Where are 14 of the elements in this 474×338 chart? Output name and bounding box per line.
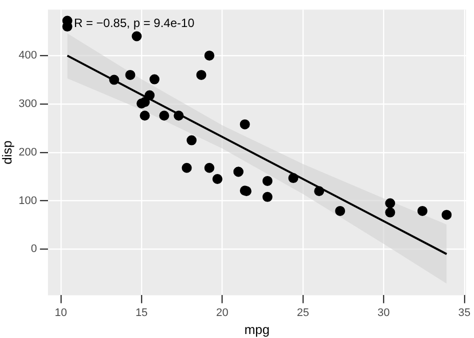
y-axis-title: disp xyxy=(0,140,14,164)
x-tick-label: 35 xyxy=(458,306,471,319)
y-tick-label: 0 xyxy=(30,243,37,256)
y-tick-label: 100 xyxy=(18,194,37,207)
x-axis-title: mpg xyxy=(244,322,270,337)
y-tick-label: 400 xyxy=(18,50,37,62)
y-tick-label: 200 xyxy=(18,146,37,158)
x-tick-label: 15 xyxy=(135,306,148,319)
annotation: R = −0.85, p = 9.4e-10 xyxy=(74,16,195,30)
x-tick-label: 25 xyxy=(296,306,310,319)
x-tick-label: 10 xyxy=(54,306,67,319)
y-tick-label: 300 xyxy=(18,98,37,110)
x-tick-label: 20 xyxy=(216,306,228,319)
x-tick-label: 30 xyxy=(378,306,390,319)
